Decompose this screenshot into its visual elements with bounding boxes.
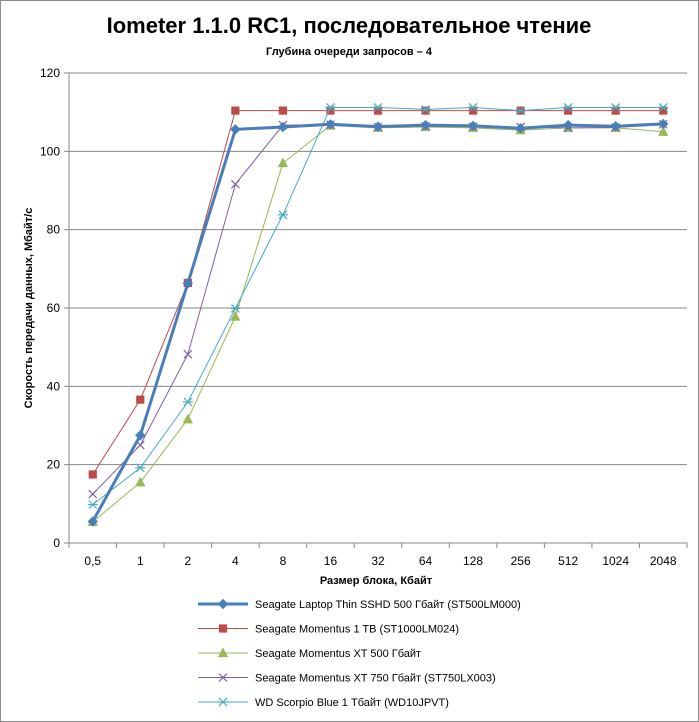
data-point	[658, 118, 669, 130]
y-tick-label: 0	[53, 536, 60, 550]
x-axis-ticks: 0,5 1 2 4 8 16 32 64 128 256 512 1024 2048	[68, 543, 688, 568]
x-tick-label: 512	[558, 554, 578, 568]
data-point	[231, 106, 240, 115]
series-1	[87, 118, 669, 527]
data-point	[468, 103, 479, 112]
data-point	[182, 397, 193, 407]
data-point	[230, 303, 241, 313]
data-point	[421, 106, 430, 115]
x-tick-label: 1024	[602, 554, 629, 568]
data-point	[88, 489, 98, 499]
legend-swatch-marker	[218, 624, 228, 633]
data-point	[562, 119, 574, 131]
legend-label: Seagate Momentus 1 TB (ST1000LM024)	[255, 624, 459, 636]
data-point	[658, 103, 669, 112]
data-point	[372, 121, 384, 132]
legend-swatch-marker	[217, 647, 229, 658]
legend-entry: Seagate Momentus XT 750 Гбайт (ST750LX00…	[198, 673, 496, 685]
plot-area	[87, 103, 669, 527]
data-point	[373, 103, 383, 112]
x-tick-label: 16	[324, 554, 338, 568]
data-point	[515, 123, 526, 134]
data-point	[136, 395, 145, 404]
data-point	[135, 430, 146, 441]
data-point	[278, 106, 288, 115]
data-point	[563, 103, 574, 112]
legend: Seagate Laptop Thin SSHD 500 Гбайт (ST50…	[198, 598, 521, 709]
legend-swatch-marker	[218, 697, 228, 707]
data-point	[610, 121, 621, 132]
chart-title: Iometer 1.1.0 RC1, последовательное чтен…	[107, 13, 592, 38]
legend-entry: Seagate Momentus 1 TB (ST1000LM024)	[198, 624, 459, 636]
x-tick-label: 64	[419, 554, 433, 568]
x-axis-title: Размер блока, Кбайт	[320, 575, 433, 587]
series-line	[92, 124, 664, 523]
legend-swatch-marker	[218, 673, 228, 682]
y-tick-label: 60	[47, 301, 61, 315]
y-axis-ticks: 0 20 40 60 80 100 120	[40, 66, 69, 550]
y-tick-label: 120	[40, 66, 60, 80]
x-tick-label: 4	[232, 554, 239, 568]
data-point	[325, 103, 336, 112]
legend-entry: WD Scorpio Blue 1 Тбайт (WD10JPVT)	[198, 697, 449, 709]
legend-swatch-marker	[217, 598, 229, 610]
data-point	[87, 516, 98, 527]
legend-entry: Seagate Momentus XT 500 Гбайт	[198, 647, 421, 660]
data-point	[277, 157, 289, 168]
series-4	[88, 119, 668, 499]
data-point	[610, 103, 621, 112]
data-point	[515, 106, 526, 116]
legend-entry: Seagate Laptop Thin SSHD 500 Гбайт (ST50…	[198, 598, 521, 611]
data-point	[658, 126, 669, 136]
legend-label: Seagate Momentus XT 750 Гбайт (ST750LX00…	[255, 673, 496, 685]
y-tick-label: 80	[47, 223, 61, 237]
y-tick-label: 100	[40, 144, 60, 158]
data-point	[182, 413, 193, 424]
x-tick-label: 256	[511, 554, 531, 568]
legend-label: Seagate Laptop Thin SSHD 500 Гбайт (ST50…	[255, 599, 521, 611]
data-point	[230, 311, 241, 321]
data-point	[277, 210, 288, 220]
y-tick-label: 40	[47, 379, 61, 393]
legend-label: Seagate Momentus XT 500 Гбайт	[255, 648, 421, 660]
x-tick-label: 2	[185, 554, 192, 568]
x-tick-label: 2048	[650, 554, 677, 568]
data-point	[135, 476, 146, 487]
y-axis-title: Скорость передачи данных, Мбайт/с	[23, 208, 35, 409]
series-line	[91, 122, 664, 523]
chart-subtitle: Глубина очереди запросов – 4	[266, 46, 433, 58]
legend-label: WD Scorpio Blue 1 Тбайт (WD10JPVT)	[255, 697, 449, 709]
data-point	[135, 463, 146, 473]
gridlines	[68, 72, 687, 544]
data-point	[230, 124, 241, 135]
series-line	[92, 110, 664, 475]
data-point	[420, 105, 431, 114]
data-point	[183, 349, 193, 359]
series-5	[87, 103, 669, 510]
data-point	[420, 119, 431, 131]
series-2	[88, 106, 668, 479]
x-tick-label: 8	[280, 554, 287, 568]
data-point	[87, 500, 98, 510]
data-point	[88, 470, 97, 479]
data-point	[277, 121, 289, 133]
y-tick-label: 20	[47, 458, 61, 472]
data-point	[230, 179, 240, 189]
x-tick-label: 128	[463, 554, 483, 568]
x-tick-label: 0,5	[84, 554, 101, 568]
x-tick-label: 1	[137, 554, 144, 568]
x-tick-label: 32	[371, 554, 385, 568]
data-point	[467, 120, 479, 132]
data-point	[182, 278, 194, 289]
data-point	[325, 119, 336, 130]
